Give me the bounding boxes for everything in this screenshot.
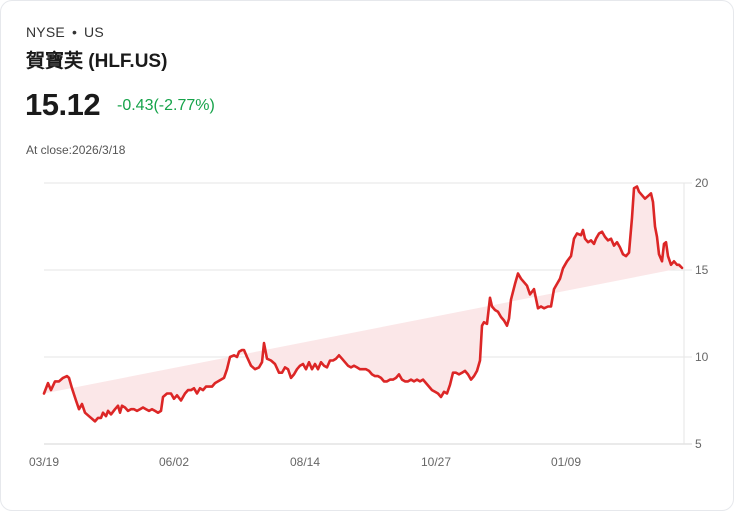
price-area-fill (44, 186, 682, 422)
separator-dot: • (71, 24, 78, 40)
x-tick-label: 08/14 (290, 455, 320, 469)
x-axis-labels: 03/19 06/02 08/14 10/27 01/09 (29, 455, 581, 469)
price-change: -0.43(-2.77%) (117, 97, 215, 114)
close-timestamp: At close:2026/3/18 (26, 143, 126, 157)
y-tick-label: 5 (695, 437, 702, 451)
exchange-line: NYSE • US (26, 24, 104, 40)
price-line (42, 185, 684, 423)
x-tick-label: 06/02 (159, 455, 189, 469)
exchange-name: NYSE (26, 24, 65, 40)
x-tick-label: 03/19 (29, 455, 59, 469)
x-tick-label: 10/27 (421, 455, 451, 469)
current-price: 15.12 (25, 87, 101, 122)
market-name: US (84, 24, 104, 40)
y-tick-label: 15 (695, 263, 709, 277)
x-tick-label: 01/09 (551, 455, 581, 469)
y-tick-label: 20 (695, 176, 709, 190)
y-tick-label: 10 (695, 350, 709, 364)
stock-title: 賀寶芙 (HLF.US) (26, 51, 168, 72)
y-axis-labels: 20 15 10 5 (695, 176, 709, 451)
